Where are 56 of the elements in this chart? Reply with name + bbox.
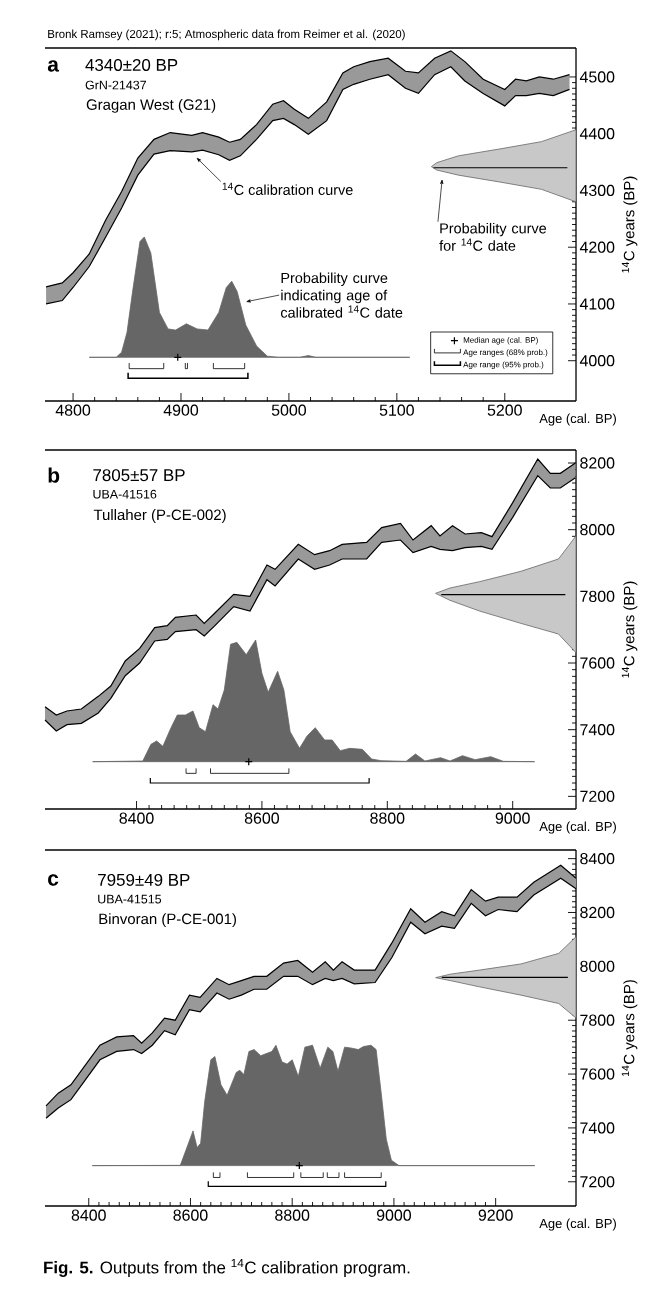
text: GrN-21437 [85, 80, 146, 90]
annotation: Tullaher (P-CE-002) [93, 509, 226, 524]
annotation: c [48, 874, 59, 886]
y-tick-label: 4500 [579, 71, 615, 83]
x-tick-label: 9200 [478, 1209, 513, 1221]
text: Bronk Ramsey (2021); r:5; Atmospheric data from Reimer et al. (2020) [48, 29, 405, 41]
annotation: Probability curve indicating age of calibrated $^{14}$C date [280, 272, 403, 318]
annotation: Gragan West (G21) [86, 98, 216, 113]
y-tick-label: 7800 [580, 590, 615, 602]
x-tick-label: 5000 [271, 404, 307, 416]
x-tick-label: 4900 [163, 404, 199, 416]
x-tick-label: 9000 [495, 812, 530, 824]
y-tick-label: 7200 [580, 790, 615, 802]
y-tick-label: 7600 [580, 657, 615, 669]
x-axis-title: Age (cal. BP) [539, 1218, 616, 1231]
y-tick-label: 4300 [579, 184, 615, 197]
text: 4340±20 BP [85, 58, 178, 71]
y-tick-label: 7400 [580, 1122, 615, 1134]
x-tick-label: 9000 [376, 1209, 412, 1221]
x-tick-label: 8600 [173, 1209, 208, 1221]
y-tick-label: 7600 [580, 1068, 615, 1080]
y-tick-label: 4200 [579, 241, 615, 253]
x-axis-title: Age (cal. BP) [539, 821, 616, 834]
x-tick-label: 4800 [55, 404, 91, 416]
x-tick-label: 5200 [487, 404, 522, 416]
y-tick-label: 8400 [580, 852, 615, 865]
x-tick-label: 8800 [370, 812, 405, 824]
annotation: a [47, 60, 60, 72]
text: Fig. 5. Outputs from the $^{14}$C calibration program. [44, 1258, 410, 1277]
y-tick-label: 4100 [579, 298, 615, 310]
y-tick-label: 8000 [580, 524, 615, 536]
y-tick-label: 7200 [580, 1176, 615, 1188]
text: UBA-41516 [93, 489, 157, 499]
annotation: Binvoran (P-CE-001) [99, 913, 236, 928]
y-tick-label: 8200 [580, 457, 615, 469]
x-tick-label: 8800 [275, 1209, 310, 1221]
annotation: $^{14}$C calibration curve [222, 182, 353, 195]
text: 7959±49 BP [98, 873, 190, 886]
y-axis-title: $^{14}$C years (BP) [621, 581, 638, 678]
x-tick-label: 8600 [244, 812, 280, 824]
y-tick-label: 7400 [580, 724, 615, 736]
y-tick-label: 8000 [580, 960, 615, 972]
y-tick-label: 4400 [579, 128, 615, 140]
x-axis-title: Age (cal. BP) [539, 413, 616, 426]
text: 7805±57 BP [93, 469, 185, 482]
x-tick-label: 8400 [71, 1209, 106, 1221]
y-tick-label: 8200 [580, 906, 615, 919]
x-tick-label: 8400 [119, 812, 154, 824]
annotation: Probability curve for $^{14}$C date [439, 222, 547, 251]
y-tick-label: 4000 [579, 355, 615, 367]
text: UBA-41515 [98, 894, 162, 904]
y-tick-label: 7800 [580, 1014, 615, 1026]
x-tick-label: 5100 [379, 404, 414, 416]
annotation: b [48, 467, 60, 483]
y-axis-title: $^{14}$C years (BP) [621, 980, 638, 1077]
y-axis-title: $^{14}$C years (BP) [621, 176, 638, 273]
